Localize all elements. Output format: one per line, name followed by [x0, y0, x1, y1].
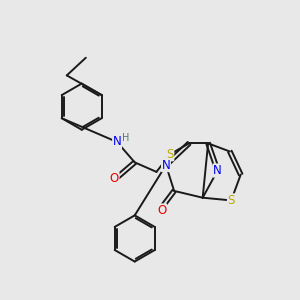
Text: S: S [227, 194, 235, 207]
Text: N: N [113, 136, 122, 148]
Text: H: H [122, 133, 130, 143]
Text: O: O [110, 172, 119, 185]
Text: O: O [157, 204, 167, 217]
Text: S: S [167, 148, 174, 161]
Text: N: N [213, 164, 222, 177]
Text: N: N [162, 159, 170, 172]
